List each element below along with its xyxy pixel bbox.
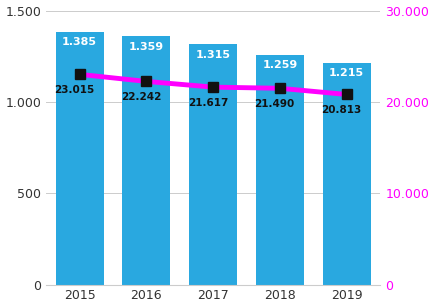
Bar (255, 55, 303, 285)
Text: 1.315: 1.315 (195, 50, 230, 60)
Text: 21.617: 21.617 (187, 98, 227, 108)
Bar (322, 63, 370, 285)
Text: 1.385: 1.385 (62, 37, 97, 47)
Text: 1.359: 1.359 (128, 42, 164, 52)
Text: 1.215: 1.215 (329, 68, 363, 78)
Text: 23.015: 23.015 (54, 85, 94, 95)
Text: 22.242: 22.242 (121, 92, 161, 102)
Text: 1.259: 1.259 (262, 60, 297, 70)
Text: 20.813: 20.813 (320, 105, 361, 116)
Bar (189, 44, 237, 285)
Bar (122, 36, 170, 285)
Text: 21.490: 21.490 (254, 99, 294, 109)
Bar (56, 31, 103, 285)
